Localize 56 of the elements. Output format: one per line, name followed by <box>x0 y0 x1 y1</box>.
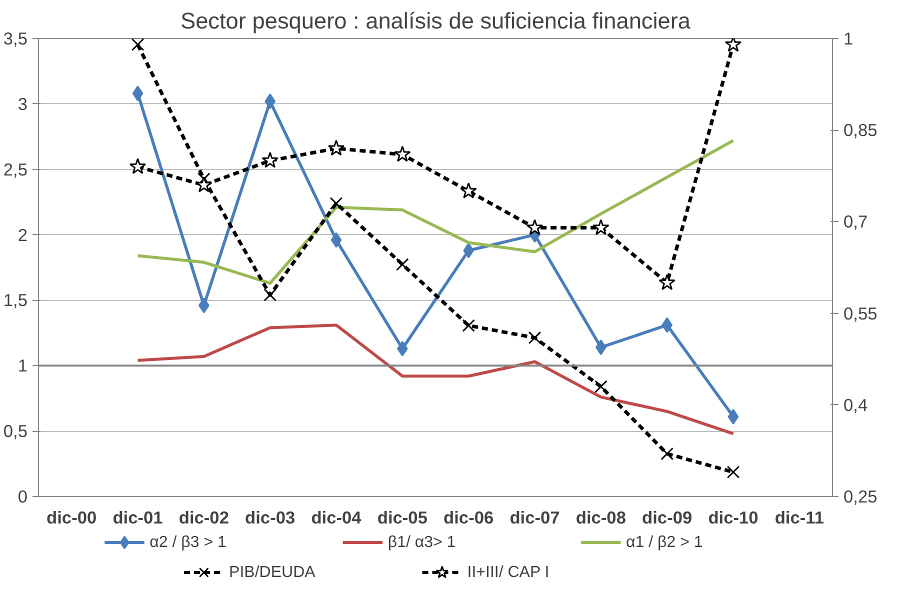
legend-label: α1 / β2 > 1 <box>626 534 703 551</box>
y-tick-label: 3,5 <box>3 28 28 48</box>
point <box>328 140 345 156</box>
x-tick-label: dic-02 <box>178 508 229 528</box>
legend-label: α2 / β3 > 1 <box>150 534 226 551</box>
x-tick-label: dic-05 <box>377 508 428 528</box>
y2-tick-label: 0,25 <box>844 486 878 506</box>
x-tick-label: dic-09 <box>642 508 692 528</box>
point <box>728 408 739 424</box>
y-tick-label: 0,5 <box>3 421 28 442</box>
point <box>196 176 212 192</box>
point <box>330 196 343 210</box>
point <box>131 38 144 52</box>
x-tick-label: dic-01 <box>112 508 164 528</box>
point <box>460 182 477 198</box>
point <box>262 152 278 168</box>
point <box>330 232 342 248</box>
point <box>658 274 676 290</box>
y-tick-label: 2 <box>18 224 28 245</box>
x-tick-label: dic-07 <box>510 508 560 528</box>
point <box>726 466 740 478</box>
point <box>396 258 409 271</box>
y-tick-label: 2,5 <box>3 159 28 180</box>
y2-tick-label: 0,4 <box>844 394 868 415</box>
y2-tick-label: 0,85 <box>844 120 878 140</box>
point <box>462 319 475 332</box>
legend-label: PIB/DEUDA <box>229 564 316 581</box>
y-tick-label: 3 <box>18 94 28 114</box>
x-tick-label: dic-08 <box>576 508 626 528</box>
x-tick-label: dic-00 <box>46 508 97 528</box>
line-series <box>136 324 735 436</box>
x-tick-label: dic-10 <box>708 508 758 528</box>
point <box>526 219 544 236</box>
x-tick-label: dic-11 <box>774 508 824 528</box>
point <box>264 288 276 302</box>
legend-label: II+III/ CAP I <box>467 564 550 581</box>
y2-tick-label: 0,7 <box>844 212 868 232</box>
point <box>660 447 674 460</box>
point <box>394 146 411 162</box>
line-series <box>136 139 735 285</box>
point <box>528 331 542 344</box>
x-tick-label: dic-03 <box>245 508 296 528</box>
x-tick-label: dic-04 <box>311 508 362 528</box>
y-tick-label: 1 <box>18 356 28 376</box>
point <box>724 38 742 52</box>
y2-tick-label: 0,55 <box>844 303 878 324</box>
y-tick-label: 0 <box>18 486 28 506</box>
legend-label: β1/ α3> 1 <box>388 534 456 551</box>
y-tick-label: 1,5 <box>3 290 28 310</box>
point <box>132 86 144 102</box>
x-tick-label: dic-06 <box>444 508 494 528</box>
point <box>129 158 146 174</box>
y2-tick-label: 1 <box>844 28 854 48</box>
point <box>594 380 608 393</box>
chart-title: Sector pesquero : analísis de suficiencia financiera <box>180 8 691 34</box>
point <box>592 219 610 236</box>
